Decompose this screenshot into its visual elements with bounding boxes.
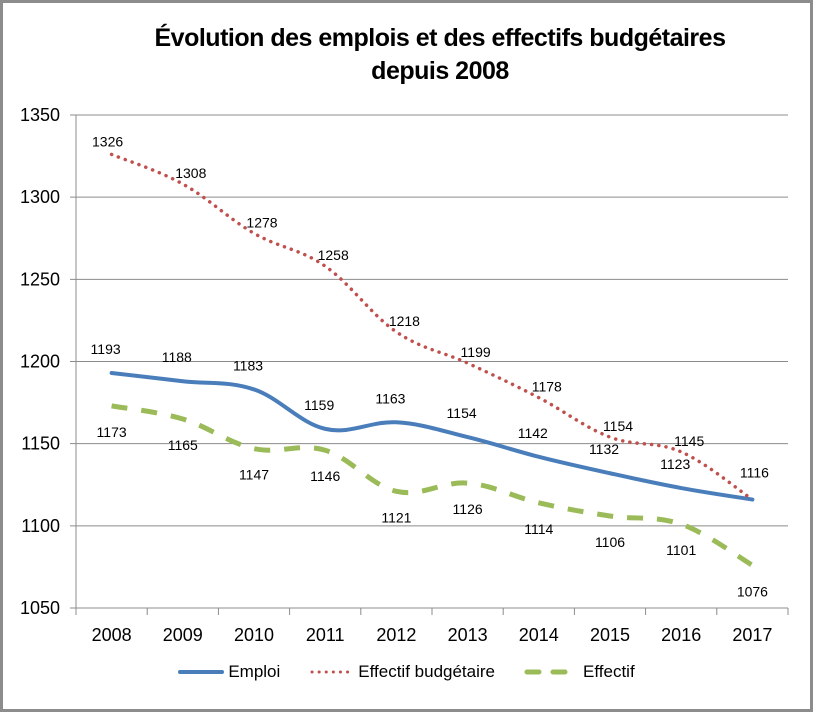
y-tick-label: 1200	[20, 352, 60, 372]
x-tick-label: 2014	[519, 625, 559, 645]
data-label: 1154	[447, 405, 477, 421]
series-line-effectif-budg-taire	[109, 152, 755, 502]
legend-label-effectif-budgetaire: Effectif budgétaire	[358, 662, 496, 681]
y-tick-label: 1050	[20, 598, 60, 618]
data-label: 1173	[97, 424, 127, 440]
data-label: 1076	[737, 583, 768, 599]
legend-item-emploi: Emploi	[178, 662, 280, 682]
y-tick-label: 1150	[21, 434, 60, 454]
data-label: 1308	[175, 165, 206, 181]
data-label: 1165	[168, 437, 198, 453]
data-label: 1183	[233, 357, 263, 373]
data-label: 1188	[162, 349, 192, 365]
data-label: 1199	[461, 344, 491, 360]
data-label: 1154	[603, 418, 633, 434]
data-label: 1159	[304, 397, 334, 413]
data-label: 1101	[666, 542, 696, 558]
x-tick-label: 2013	[448, 625, 488, 645]
chart-title-line2: depuis 2008	[371, 57, 509, 85]
data-label: 1163	[375, 390, 405, 406]
x-tick-label: 2010	[234, 625, 274, 645]
legend-label-emploi: Emploi	[228, 662, 281, 681]
data-label: 1326	[92, 133, 123, 149]
data-label: 1146	[310, 468, 340, 484]
x-tick-label: 2017	[732, 625, 772, 645]
legend-swatch-solid-icon	[178, 670, 225, 674]
data-label: 1123	[660, 456, 690, 472]
x-tick-label: 2012	[376, 625, 416, 645]
data-label: 1126	[453, 501, 483, 517]
data-label: 1145	[674, 433, 704, 449]
data-label: 1278	[246, 214, 277, 230]
data-label: 1116	[740, 465, 769, 481]
x-tick-label: 2008	[92, 625, 132, 645]
data-label: 1132	[589, 441, 619, 457]
data-label: 1218	[389, 313, 420, 329]
legend-swatch-dashed-icon	[524, 669, 578, 675]
y-tick-label: 1300	[20, 187, 60, 207]
chart-title: Évolution des emplois et des effectifs b…	[60, 22, 813, 88]
legend-item-effectif: Effectif	[523, 662, 635, 682]
x-tick-label: 2011	[306, 625, 345, 645]
data-label: 1258	[318, 247, 349, 263]
series-line-effectif	[111, 403, 754, 568]
x-tick-label: 2016	[661, 625, 701, 645]
data-label: 1121	[381, 509, 411, 525]
data-label: 1106	[595, 534, 625, 550]
data-label: 1178	[532, 379, 562, 395]
data-label: 1147	[239, 467, 269, 483]
x-tick-label: 2009	[163, 625, 203, 645]
series-line-emploi	[109, 371, 755, 502]
chart-title-line1: Évolution des emplois et des effectifs b…	[154, 24, 726, 52]
legend-swatch-dotted-icon	[310, 670, 354, 674]
data-label: 1142	[518, 425, 548, 441]
y-tick-label: 1350	[20, 105, 60, 125]
data-label: 1114	[524, 521, 553, 537]
x-tick-label: 2015	[590, 625, 630, 645]
legend-label-effectif: Effectif	[583, 662, 635, 681]
y-tick-label: 1250	[20, 269, 60, 289]
legend-item-effectif-budgetaire: Effectif budgétaire	[308, 662, 495, 682]
legend: Emploi Effectif budgétaire Effectif	[0, 662, 813, 682]
data-label: 1193	[91, 341, 121, 357]
y-tick-label: 1100	[21, 516, 60, 536]
